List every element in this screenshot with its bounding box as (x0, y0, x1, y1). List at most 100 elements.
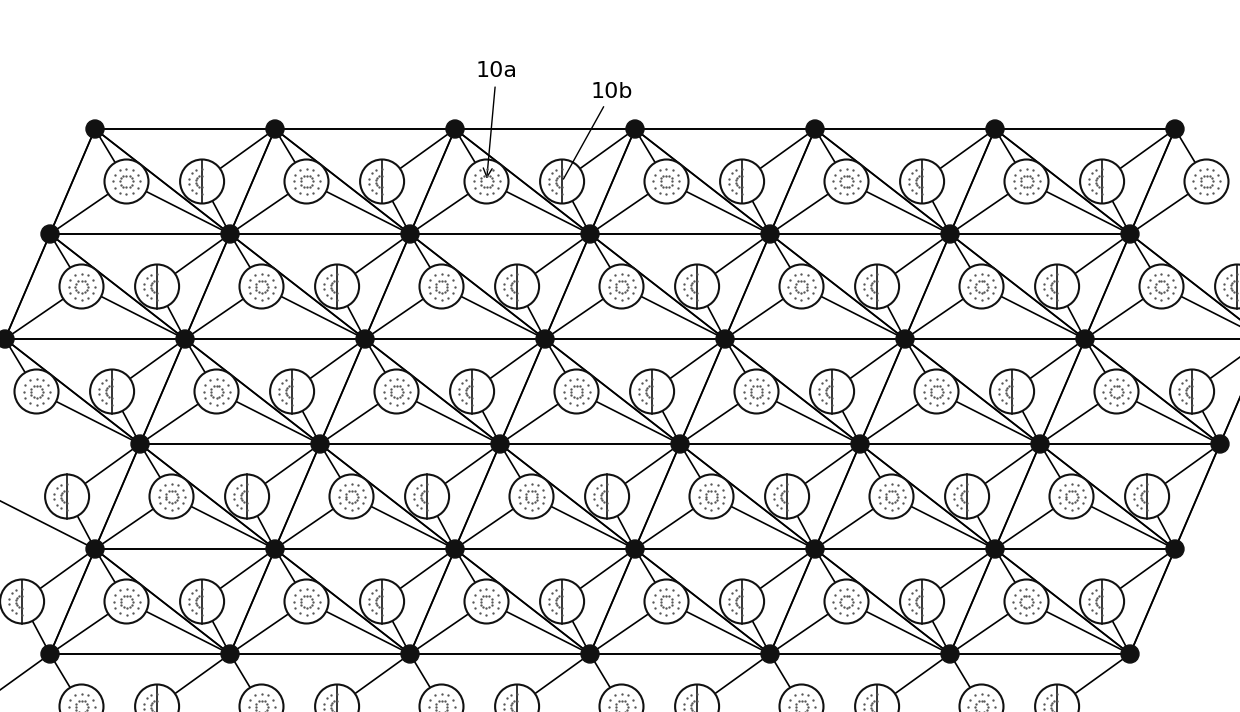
Circle shape (495, 264, 539, 308)
Circle shape (419, 264, 464, 308)
Circle shape (1166, 540, 1184, 558)
Circle shape (15, 370, 58, 414)
Circle shape (851, 435, 869, 453)
Circle shape (41, 225, 60, 243)
Circle shape (1121, 645, 1140, 663)
Circle shape (374, 370, 419, 414)
Circle shape (1035, 264, 1079, 308)
Circle shape (780, 684, 823, 712)
Circle shape (599, 264, 644, 308)
Circle shape (86, 120, 104, 138)
Circle shape (510, 474, 553, 518)
Text: 10b: 10b (563, 81, 634, 179)
Circle shape (1035, 684, 1079, 712)
Circle shape (825, 159, 868, 204)
Circle shape (761, 225, 779, 243)
Circle shape (1166, 120, 1184, 138)
Circle shape (1095, 370, 1138, 414)
Circle shape (1211, 435, 1229, 453)
Circle shape (960, 264, 1003, 308)
Circle shape (135, 684, 179, 712)
Circle shape (897, 330, 914, 348)
Circle shape (536, 330, 554, 348)
Circle shape (315, 264, 360, 308)
Circle shape (671, 435, 689, 453)
Circle shape (765, 474, 808, 518)
Circle shape (541, 580, 584, 624)
Circle shape (180, 159, 224, 204)
Circle shape (311, 435, 329, 453)
Circle shape (806, 540, 825, 558)
Circle shape (990, 370, 1034, 414)
Circle shape (1140, 264, 1183, 308)
Circle shape (41, 645, 60, 663)
Circle shape (284, 159, 329, 204)
Circle shape (869, 474, 914, 518)
Circle shape (761, 645, 779, 663)
Circle shape (582, 225, 599, 243)
Circle shape (284, 580, 329, 624)
Circle shape (1171, 370, 1214, 414)
Circle shape (360, 580, 404, 624)
Circle shape (734, 370, 779, 414)
Circle shape (135, 264, 179, 308)
Circle shape (195, 370, 238, 414)
Circle shape (945, 474, 990, 518)
Circle shape (104, 159, 149, 204)
Text: 10a: 10a (475, 61, 517, 177)
Circle shape (582, 645, 599, 663)
Circle shape (541, 159, 584, 204)
Circle shape (465, 159, 508, 204)
Circle shape (465, 580, 508, 624)
Circle shape (239, 264, 284, 308)
Circle shape (330, 474, 373, 518)
Circle shape (45, 474, 89, 518)
Circle shape (226, 474, 269, 518)
Circle shape (221, 225, 239, 243)
Circle shape (86, 540, 104, 558)
Circle shape (780, 264, 823, 308)
Circle shape (720, 580, 764, 624)
Circle shape (150, 474, 193, 518)
Circle shape (675, 264, 719, 308)
Circle shape (554, 370, 599, 414)
Circle shape (720, 159, 764, 204)
Circle shape (900, 159, 944, 204)
Circle shape (915, 370, 959, 414)
Circle shape (1049, 474, 1094, 518)
Circle shape (810, 370, 854, 414)
Circle shape (1121, 225, 1140, 243)
Circle shape (495, 684, 539, 712)
Circle shape (986, 120, 1004, 138)
Circle shape (401, 225, 419, 243)
Circle shape (1004, 580, 1049, 624)
Circle shape (405, 474, 449, 518)
Circle shape (356, 330, 374, 348)
Circle shape (715, 330, 734, 348)
Circle shape (176, 330, 193, 348)
Circle shape (941, 645, 959, 663)
Circle shape (267, 120, 284, 138)
Circle shape (630, 370, 675, 414)
Circle shape (180, 580, 224, 624)
Circle shape (626, 540, 644, 558)
Circle shape (267, 540, 284, 558)
Circle shape (446, 540, 464, 558)
Circle shape (941, 225, 959, 243)
Circle shape (419, 684, 464, 712)
Circle shape (1030, 435, 1049, 453)
Circle shape (626, 120, 644, 138)
Circle shape (1076, 330, 1094, 348)
Circle shape (1125, 474, 1169, 518)
Circle shape (856, 684, 899, 712)
Circle shape (645, 159, 688, 204)
Circle shape (585, 474, 629, 518)
Circle shape (689, 474, 734, 518)
Circle shape (131, 435, 149, 453)
Circle shape (806, 120, 825, 138)
Circle shape (1080, 580, 1125, 624)
Circle shape (0, 330, 14, 348)
Circle shape (856, 264, 899, 308)
Circle shape (91, 370, 134, 414)
Circle shape (825, 580, 868, 624)
